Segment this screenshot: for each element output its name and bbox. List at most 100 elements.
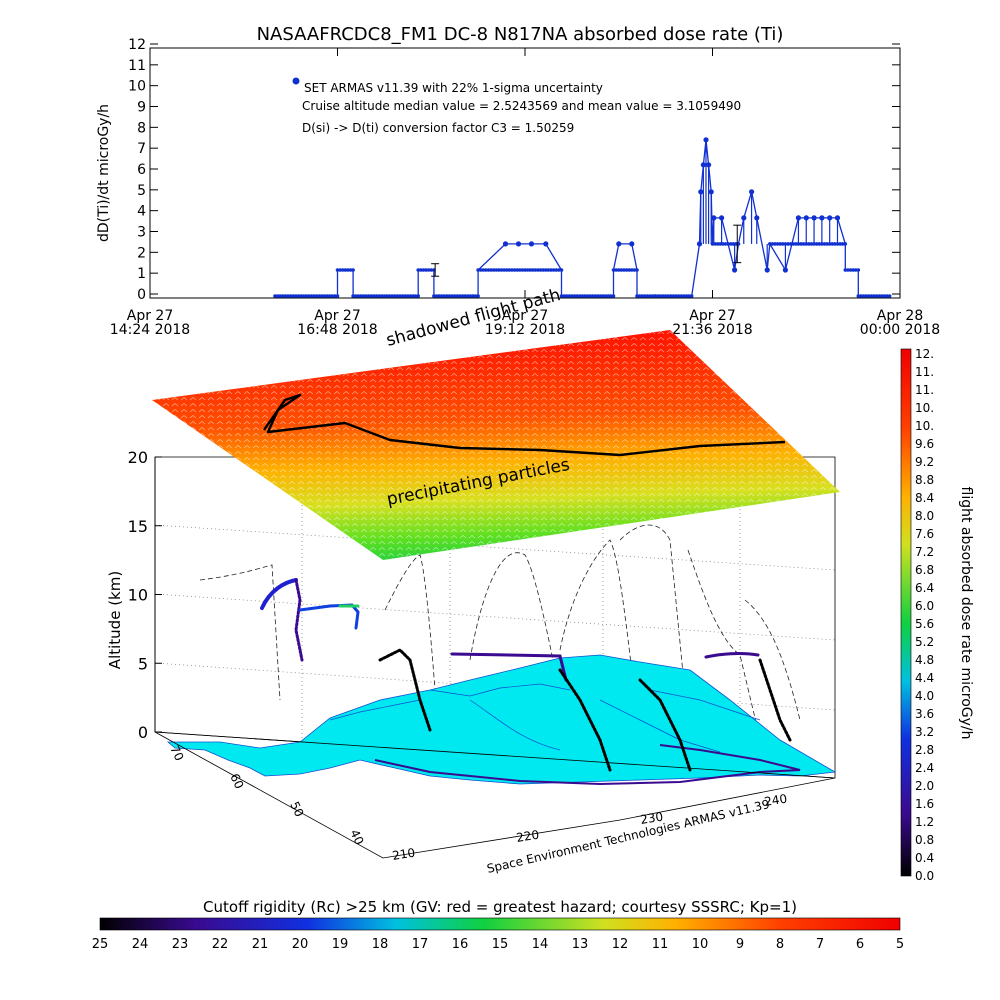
dose-rate-point	[598, 294, 603, 298]
x-tick-label-time: 16:48 2018	[297, 322, 377, 338]
dose-rate-point	[533, 268, 538, 272]
dose-rate-colorbar-tick: 7.2	[915, 545, 934, 559]
legend-line-3: D(si) -> D(ti) conversion factor C3 = 1.…	[302, 121, 574, 135]
dose-rate-point	[361, 294, 366, 298]
longitude-ticks: 210 220 230 240	[391, 792, 788, 863]
dose-rate-point	[510, 268, 514, 272]
dose-rate-point	[364, 294, 368, 298]
dose-rate-colorbar-tick: 2.4	[915, 761, 934, 775]
dose-rate-point	[499, 268, 504, 272]
dose-rate-point	[544, 268, 548, 272]
dose-rate-point	[320, 294, 324, 298]
dose-rate-point	[616, 241, 622, 247]
dose-rate-point	[426, 268, 431, 272]
dose-rate-point	[387, 294, 392, 298]
dose-rate-colorbar-tick: 9.2	[915, 455, 934, 469]
rigidity-colorbar-tick: 24	[132, 937, 149, 952]
dose-rate-colorbar-tick: 1.2	[915, 815, 934, 829]
dose-rate-point	[465, 294, 470, 298]
altitude-tick-label: 20	[128, 448, 148, 467]
dose-rate-point	[617, 268, 621, 272]
dose-rate-point	[874, 294, 879, 298]
dose-rate-colorbar-label: flight absorbed dose rate microGy/h	[958, 487, 974, 740]
rigidity-colorbar-ticks: 25 24 23 22 21 20 19 18 17 16 15 14 13 12 11 10 9 8 7 6 5	[92, 937, 904, 952]
dose-rate-colorbar-tick: 9.6	[915, 437, 934, 451]
dose-rate-colorbar-tick: 2.0	[915, 779, 934, 793]
y-tick-label: 12	[128, 37, 146, 53]
dose-rate-series	[273, 137, 892, 298]
dose-rate-point	[455, 294, 460, 298]
dose-rate-point	[346, 268, 350, 272]
dose-rate-point	[877, 294, 881, 298]
dose-rate-point	[359, 294, 363, 298]
dose-rate-point	[416, 294, 421, 298]
dose-rate-point	[661, 294, 665, 298]
rigidity-colorbar-tick: 18	[372, 937, 389, 952]
dose-rate-point	[880, 294, 884, 298]
dose-rate-point	[515, 241, 522, 247]
dose-rate-colorbar-tick: 6.8	[915, 563, 934, 577]
latitude-tick-label: 40	[347, 827, 366, 847]
dose-rate-point	[711, 215, 717, 221]
dose-rate-point	[885, 294, 889, 298]
dose-rate-point	[687, 294, 691, 298]
rigidity-colorbar-tick: 25	[92, 937, 109, 952]
dose-rate-point	[424, 268, 428, 272]
dose-rate-point	[307, 294, 311, 298]
dose-rate-point	[679, 294, 684, 298]
dose-rate-colorbar-gradient	[900, 348, 912, 877]
dose-rate-point	[723, 242, 728, 246]
dose-rate-sheet-texture	[152, 330, 840, 560]
dose-rate-point	[811, 215, 817, 221]
dose-rate-point	[348, 268, 353, 272]
land-surface	[166, 654, 837, 785]
dose-rate-point	[281, 294, 285, 298]
dose-rate-point	[611, 268, 616, 272]
dose-rate-point	[583, 294, 587, 298]
dose-rate-point	[419, 268, 423, 272]
dose-rate-point	[872, 294, 876, 298]
dose-rate-point	[630, 268, 634, 272]
dose-rate-point	[549, 268, 553, 272]
dose-rate-point	[343, 268, 348, 272]
dose-rate-point	[817, 242, 822, 246]
dose-rate-point	[288, 294, 293, 298]
dose-rate-point	[335, 294, 340, 298]
dose-rate-colorbar-tick: 5.6	[915, 617, 934, 631]
y-tick-label: 6	[137, 162, 146, 178]
dose-rate-colorbar-tick: 11.	[915, 365, 934, 379]
dose-rate-point	[827, 215, 833, 221]
dose-rate-point	[546, 268, 551, 272]
dose-rate-point	[635, 294, 639, 298]
rigidity-colorbar-tick: 7	[816, 937, 824, 952]
rigidity-colorbar: Cutoff rigidity (Rc) >25 km (GV: red = g…	[92, 898, 904, 952]
x-tick-label-time: 21:36 2018	[672, 322, 752, 338]
dose-rate-colorbar-tick: 12.	[915, 347, 934, 361]
x-tick-label-date: Apr 28	[877, 308, 923, 324]
dose-rate-point	[294, 294, 298, 298]
dose-rate-point	[356, 294, 361, 298]
dose-rate-point	[575, 294, 579, 298]
y-tick-label: 7	[137, 141, 146, 157]
dose-rate-y-axis-label: dD(Ti)/dt microGy/h	[96, 104, 112, 242]
dose-rate-point	[572, 294, 577, 298]
dose-rate-point	[476, 294, 480, 298]
dose-rate-point	[468, 294, 473, 298]
dose-rate-point	[781, 242, 785, 246]
dose-rate-point	[585, 294, 590, 298]
dose-rate-point	[518, 268, 522, 272]
dose-rate-point	[351, 268, 355, 272]
dose-rate-point	[562, 294, 566, 298]
latitude-ticks: 70 60 50 40	[167, 743, 366, 847]
dose-rate-point	[543, 241, 549, 247]
dose-rate-point	[486, 268, 491, 272]
dose-rate-point	[301, 294, 306, 298]
dose-rate-point	[799, 242, 803, 246]
dose-rate-point	[523, 268, 527, 272]
shadowed-flight-path-line	[263, 393, 786, 457]
dose-rate-point	[351, 294, 355, 298]
x-tick-label-date: Apr 27	[689, 308, 735, 324]
legend-line-2: Cruise altitude median value = 2.5243569…	[302, 99, 741, 113]
dose-rate-point	[450, 294, 454, 298]
dose-rate-point	[380, 294, 384, 298]
